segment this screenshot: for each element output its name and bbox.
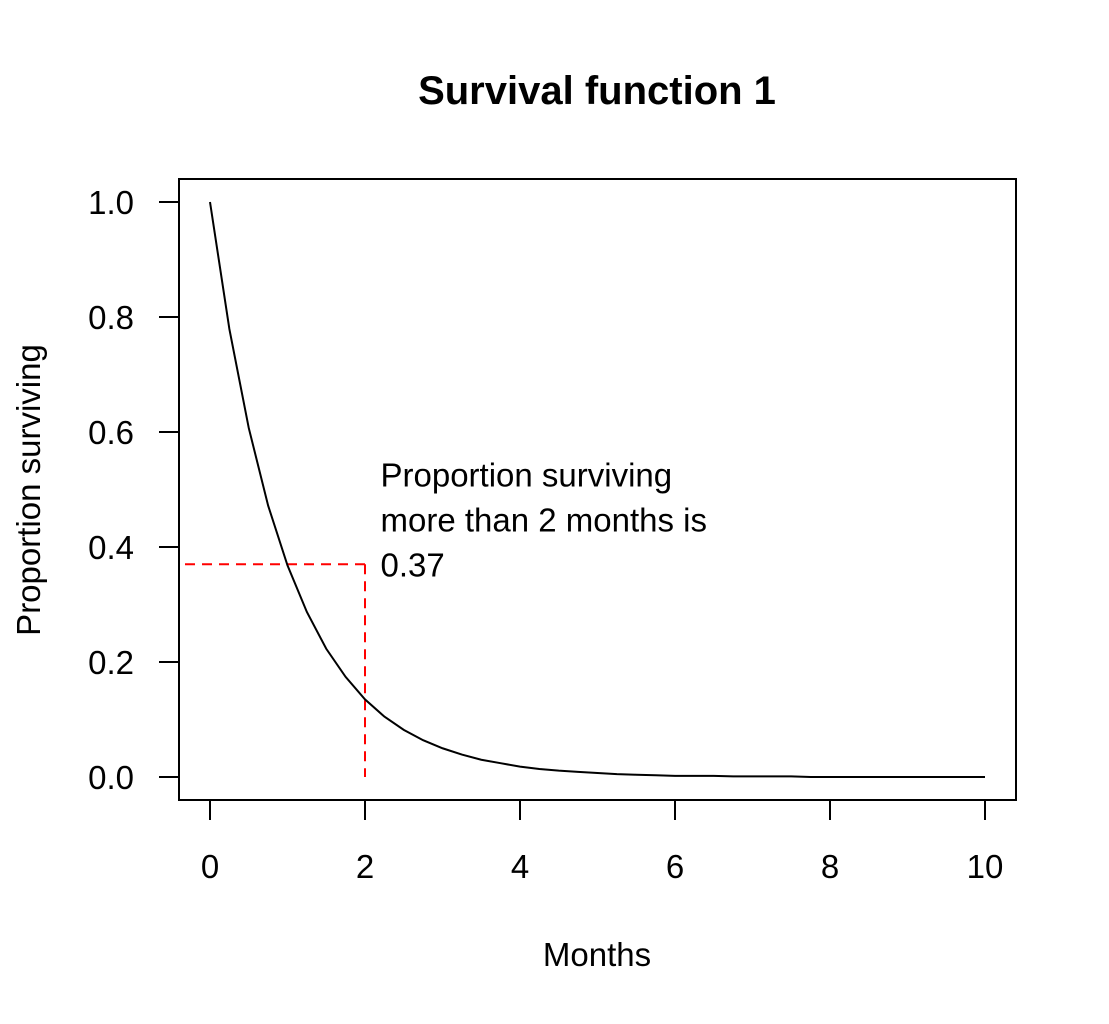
annotation-line: 0.37: [381, 546, 445, 583]
x-tick-label: 6: [666, 848, 684, 885]
y-tick-label: 0.4: [88, 529, 134, 566]
x-axis-label: Months: [543, 936, 651, 973]
y-tick-label: 0.0: [88, 759, 134, 796]
reference-lines: [185, 563, 366, 777]
x-tick-label: 4: [511, 848, 529, 885]
annotation: Proportion surviving more than 2 months i…: [381, 456, 708, 583]
y-tick-label: 0.8: [88, 299, 134, 336]
y-tick-label: 0.6: [88, 414, 134, 451]
x-tick-label: 10: [967, 848, 1004, 885]
x-tick-label: 0: [201, 848, 219, 885]
chart-title: Survival function 1: [418, 69, 776, 113]
x-tick-label: 2: [356, 848, 374, 885]
x-axis: 0 2 4 6 8 10: [201, 799, 1004, 885]
y-axis: 0.0 0.2 0.4 0.6 0.8 1.0: [88, 184, 180, 796]
x-tick-label: 8: [821, 848, 839, 885]
y-axis-label: Proportion surviving: [10, 344, 47, 636]
y-tick-label: 0.2: [88, 644, 134, 681]
annotation-line: more than 2 months is: [381, 501, 708, 538]
annotation-line: Proportion surviving: [381, 456, 673, 493]
y-tick-label: 1.0: [88, 184, 134, 221]
survival-curve-line: [209, 201, 985, 778]
